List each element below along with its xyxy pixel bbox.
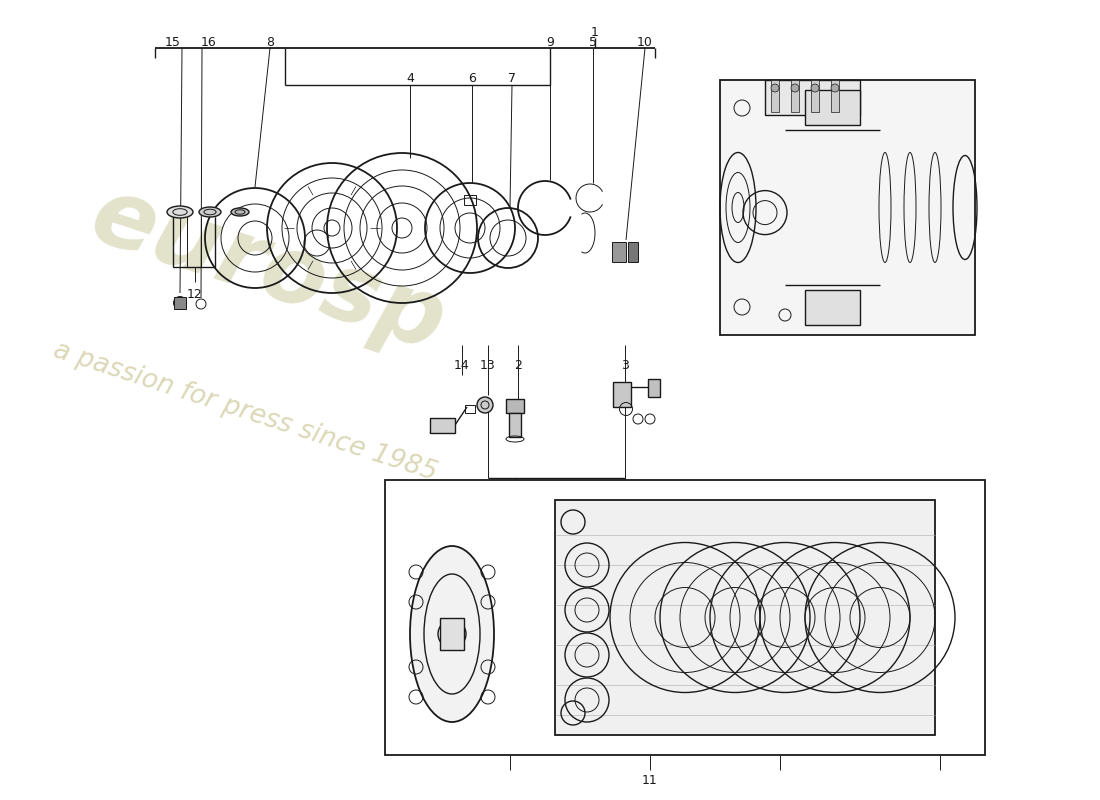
Bar [830,80,839,112]
Bar [628,242,638,262]
Circle shape [830,84,839,92]
Text: eurosp: eurosp [80,169,458,370]
Circle shape [811,84,819,92]
Circle shape [791,84,799,92]
Text: 5: 5 [588,35,597,49]
Bar [648,379,660,397]
Bar [506,399,524,413]
Text: 3: 3 [621,358,629,371]
Text: 15: 15 [165,35,180,49]
Bar [805,290,860,325]
Bar [720,80,975,335]
Ellipse shape [410,546,494,722]
Bar [174,297,186,309]
Bar [464,195,476,205]
Circle shape [477,397,493,413]
Text: 11: 11 [642,774,658,786]
Text: 16: 16 [201,35,217,49]
Text: 8: 8 [266,35,274,49]
Text: 14: 14 [454,358,470,371]
Bar [791,80,799,112]
Text: 10: 10 [637,35,653,49]
Bar [509,413,521,437]
Bar [440,618,464,650]
Bar [771,80,779,112]
Text: 13: 13 [480,358,496,371]
Ellipse shape [199,207,221,217]
Bar [811,80,819,112]
Text: 6: 6 [469,71,476,85]
Text: 7: 7 [508,71,516,85]
Text: 9: 9 [546,35,554,49]
Bar [465,405,475,413]
Bar [385,480,984,755]
Text: 2: 2 [514,358,521,371]
Bar [764,80,860,115]
Ellipse shape [231,208,249,216]
Bar [556,500,935,735]
Text: 12: 12 [187,287,202,301]
Ellipse shape [167,206,192,218]
Bar [612,242,626,262]
Text: 4: 4 [406,71,414,85]
Bar [430,418,455,433]
Bar [805,90,860,125]
Text: 1: 1 [591,26,598,38]
Text: a passion for press since 1985: a passion for press since 1985 [50,337,440,486]
Circle shape [771,84,779,92]
Bar [613,382,631,407]
